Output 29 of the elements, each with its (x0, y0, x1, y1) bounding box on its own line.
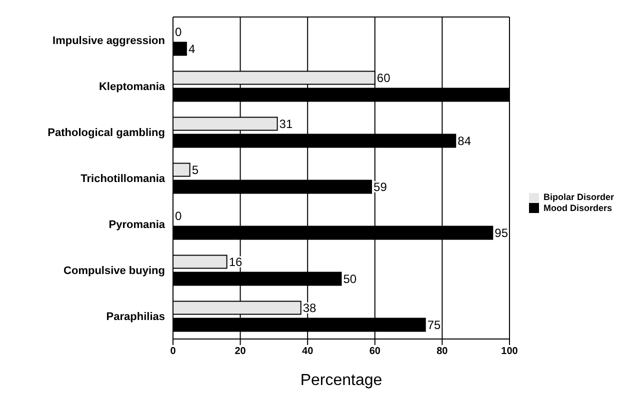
y-tick-label: Impulsive aggression (52, 34, 166, 47)
x-tick-label: 100 (501, 346, 518, 358)
bar (173, 162, 190, 177)
data-label: 60 (376, 70, 391, 85)
y-tick-label: Trichotillomania (80, 172, 166, 185)
data-label: 75 (427, 318, 442, 332)
x-tick-label: 20 (234, 346, 246, 358)
legend-label: Mood Disorders (543, 202, 612, 212)
data-label: 84 (458, 134, 472, 148)
x-tick-label: 0 (170, 346, 176, 358)
bar (173, 254, 228, 269)
data-label: 95 (494, 226, 508, 240)
data-label: 31 (279, 116, 293, 131)
y-tick-label: Pathological gambling (48, 126, 165, 139)
y-tick-label: Kleptomania (98, 80, 166, 93)
data-label: 0 (175, 208, 182, 223)
x-tick-label: 80 (436, 346, 448, 358)
data-label: 5 (192, 162, 199, 177)
data-label: 4 (188, 42, 196, 56)
x-tick-label: 40 (302, 346, 314, 358)
y-tick-label: Compulsive buying (64, 264, 165, 277)
bar (173, 42, 187, 56)
data-label: 0 (175, 24, 182, 39)
y-tick-label: Paraphilias (106, 310, 165, 323)
legend-label: Bipolar Disorder (543, 192, 614, 202)
x-axis-title: Percentage (300, 372, 382, 389)
y-tick-label: Pyromania (108, 218, 166, 231)
x-tick-label: 60 (369, 346, 381, 358)
data-label: 50 (343, 272, 357, 286)
